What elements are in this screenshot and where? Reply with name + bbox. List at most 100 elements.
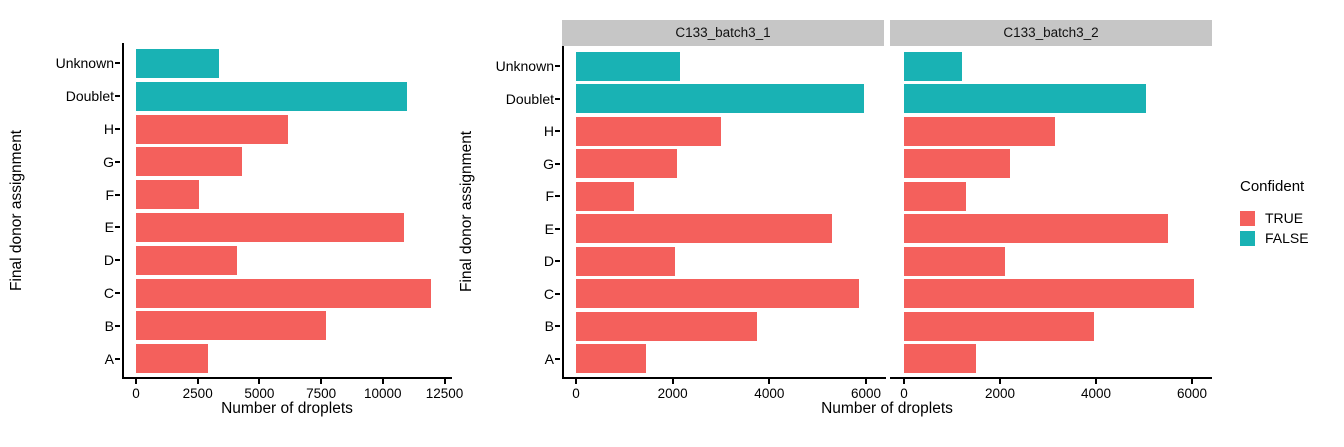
y-tick-g [115,160,120,163]
x-tick-4000-panel2 [1095,379,1097,384]
y-tick-d [555,260,560,263]
legend: Confident TRUE FALSE [1240,178,1309,248]
bar-a-panel2 [904,344,976,374]
bar-c-panel2 [904,279,1195,309]
plot-panel-c133_batch3_1 [562,46,886,379]
y-tick-e [115,226,120,229]
y-axis-label-unknown: Unknown [55,55,114,72]
y-tick-h [115,128,120,130]
plot-panel-combined [122,43,452,379]
bar-f-panel2 [904,181,967,211]
bar-d-panel1 [576,246,676,276]
bar-g-panel1 [576,149,678,179]
legend-label-true: TRUE [1265,210,1304,226]
x-tick-label-2500-panel0: 2500 [182,386,213,401]
y-tick-e [555,227,560,230]
bar-c-panel0 [136,278,431,308]
y-tick-f [115,193,120,196]
y-axis-label-h: H [543,123,554,140]
y-tick-doublet [115,95,120,98]
bar-e-panel1 [576,214,833,244]
y-axis-label-f: F [545,188,554,205]
y-tick-b [555,325,560,328]
y-axis-label-g: G [543,155,554,172]
y-axis-label-g: G [103,153,114,170]
bar-a-panel0 [136,344,208,374]
x-tick-label-2000-panel2: 2000 [984,386,1016,401]
x-tick-7500-panel0 [320,379,323,384]
bar-doublet-panel2 [904,84,1147,114]
y-tick-unknown [115,62,120,65]
y-axis-label-d: D [543,253,554,270]
x-axis-title-left-plot: Number of droplets [221,400,353,417]
bar-unknown-panel2 [904,51,962,81]
y-axis-label-unknown: Unknown [495,58,554,75]
x-tick-label-6000-panel1: 6000 [850,386,882,401]
x-tick-label-6000-panel2: 6000 [1176,386,1208,401]
legend-title: Confident [1240,178,1305,195]
facet-strip-batch3-2: C133_batch3_2 [890,20,1212,46]
x-tick-6000-panel1 [864,379,867,384]
bar-f-panel0 [136,180,199,210]
x-tick-label-2000-panel1: 2000 [657,386,688,401]
bar-h-panel1 [576,116,721,146]
legend-item-true: TRUE [1240,208,1309,228]
x-tick-2500-panel0 [196,379,199,384]
y-tick-doublet [555,97,560,100]
legend-swatch-false-icon [1240,230,1255,246]
y-axis-label-c: C [543,285,554,302]
y-axis-label-b: B [544,318,554,335]
y-axis-label-b: B [104,317,114,334]
x-tick-6000-panel2 [1191,379,1193,384]
y-axis-label-e: E [104,219,114,236]
y-tick-f [555,195,560,198]
y-axis-label-a: A [544,350,554,367]
bar-b-panel2 [904,311,1094,341]
bar-e-panel2 [904,214,1168,244]
x-tick-0-panel2 [903,379,905,384]
y-axis-label-c: C [103,285,114,301]
x-tick-10000-panel0 [381,379,384,384]
bar-unknown-panel0 [136,48,219,78]
legend-item-false: FALSE [1240,228,1309,248]
bar-f-panel1 [576,181,634,211]
plot-panel-c133_batch3_2 [890,46,1212,379]
x-axis-title-facet-plot: Number of droplets [821,400,953,417]
y-tick-d [115,259,120,262]
bar-e-panel0 [136,212,404,242]
y-tick-c [555,292,560,295]
y-axis-label-f: F [105,186,114,203]
x-tick-0-panel1 [575,379,577,384]
bar-a-panel1 [576,344,647,374]
bar-g-panel0 [136,147,243,177]
bar-b-panel0 [136,311,327,341]
y-tick-c [115,292,120,294]
x-tick-label-5000-panel0: 5000 [244,386,275,401]
bar-h-panel2 [904,116,1056,146]
y-tick-a [115,357,120,360]
legend-swatch-true-icon [1240,210,1255,226]
bar-c-panel1 [576,279,859,309]
bar-h-panel0 [136,114,288,144]
y-tick-b [115,324,120,327]
bar-b-panel1 [576,311,758,341]
y-axis-label-e: E [544,220,554,237]
y-tick-a [555,357,560,360]
x-tick-4000-panel1 [768,379,771,384]
facet-strip-batch3-1: C133_batch3_1 [562,20,884,46]
x-tick-label-12500-panel0: 12500 [425,386,464,401]
x-tick-label-0-panel1: 0 [572,386,580,401]
bar-doublet-panel0 [136,81,408,111]
x-tick-label-4000-panel2: 4000 [1080,386,1112,401]
x-tick-label-0-panel2: 0 [900,386,908,401]
y-tick-h [555,130,560,133]
bar-doublet-panel1 [576,84,864,114]
x-tick-2000-panel2 [999,379,1001,384]
bar-d-panel2 [904,246,1005,276]
y-axis-label-h: H [103,121,114,137]
x-tick-label-7500-panel0: 7500 [306,386,337,401]
bar-unknown-panel1 [576,51,680,81]
x-tick-label-4000-panel1: 4000 [754,386,785,401]
x-tick-5000-panel0 [258,379,261,384]
